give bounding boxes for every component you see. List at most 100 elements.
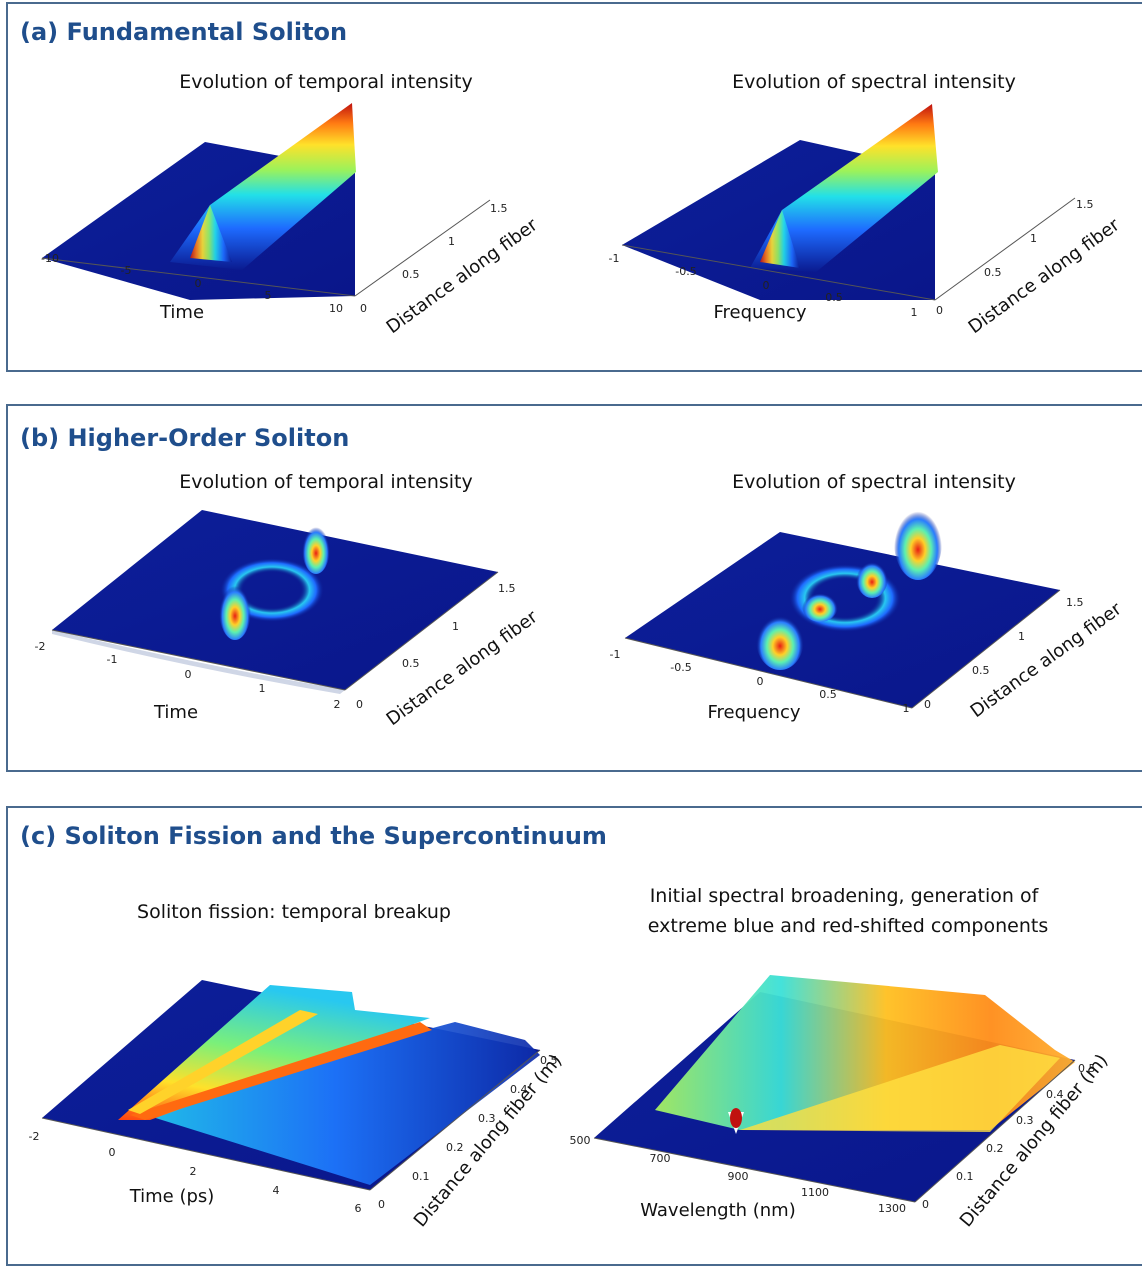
plot-title-line2: extreme blue and red-shifted components [648, 915, 1048, 937]
x-axis [41, 257, 356, 297]
ridge-side [190, 205, 232, 262]
plot-title: Evolution of temporal intensity [179, 71, 472, 93]
x-axis [621, 244, 936, 301]
x-tick: 700 [650, 1152, 671, 1165]
z-tick: 1 [448, 235, 455, 248]
x-axis-label: Frequency [714, 302, 807, 323]
x-tick: -5 [121, 264, 132, 277]
x-tick: 2 [334, 698, 341, 711]
z-tick: 0 [924, 698, 931, 711]
x-axis-label: Time [153, 702, 198, 723]
z-tick: 0.5 [1078, 1062, 1096, 1075]
x-tick: 1 [259, 682, 266, 695]
panel-c-heading: (c) Soliton Fission and the Supercontinu… [20, 822, 607, 850]
z-tick: 1.5 [490, 202, 508, 215]
plot-a-temporal: Evolution of temporal intensity -10 -5 0… [41, 71, 542, 338]
plot-title: Initial spectral broadening, generation … [650, 885, 1040, 907]
x-tick: 0 [763, 279, 770, 292]
peak [756, 610, 804, 670]
plot-title: Evolution of temporal intensity [179, 471, 472, 493]
x-tick: 2 [190, 1165, 197, 1178]
plot-b-spectral: Evolution of spectral intensity -1 -0.5 … [610, 471, 1127, 723]
x-tick: 1 [911, 306, 918, 319]
x-tick: 900 [728, 1170, 749, 1183]
soliton-ridge [750, 104, 938, 272]
z-tick: 0.5 [402, 268, 420, 281]
x-tick: 0.5 [819, 688, 837, 701]
z-tick: 0.4 [510, 1083, 528, 1096]
x-tick: -0.5 [675, 265, 696, 278]
x-tick: -1 [107, 653, 118, 666]
z-tick: 0.3 [1016, 1114, 1034, 1127]
x-tick: -1 [610, 648, 621, 661]
surface-underside [52, 630, 345, 694]
z-tick: 0 [356, 698, 363, 711]
z-axis [344, 571, 499, 691]
z-tick: 1 [1018, 630, 1025, 643]
plot-title: Evolution of spectral intensity [732, 71, 1016, 93]
z-tick: 0 [378, 1198, 385, 1211]
z-tick: 0.5 [540, 1054, 558, 1067]
x-axis-label: Wavelength (nm) [640, 1200, 796, 1221]
z-axis [914, 1059, 1076, 1203]
z-tick: 1 [1030, 232, 1037, 245]
supercontinuum-edge [740, 1045, 1060, 1132]
x-axis [51, 629, 346, 691]
x-axis [41, 1117, 371, 1191]
plot-title: Evolution of spectral intensity [732, 471, 1016, 493]
x-tick: 4 [273, 1184, 280, 1197]
peak [856, 558, 888, 598]
x-axis-label: Time [159, 302, 204, 323]
x-tick: 0 [109, 1146, 116, 1159]
pump-peak [730, 1108, 742, 1128]
peak [802, 590, 838, 622]
x-tick: 10 [329, 302, 343, 315]
fission-red-band [130, 1022, 432, 1120]
x-axis-label: Time (ps) [129, 1186, 215, 1207]
fission-blue-sheet [130, 1022, 540, 1185]
x-axis [593, 1137, 916, 1203]
x-tick: 1 [903, 702, 910, 715]
peak [302, 522, 330, 574]
z-axis [934, 197, 1076, 301]
x-tick: 0 [757, 675, 764, 688]
peak [894, 504, 942, 580]
panel-a-heading: (a) Fundamental Soliton [20, 18, 348, 46]
x-tick: 0.5 [825, 291, 843, 304]
z-axis [354, 199, 491, 297]
z-tick: 1.5 [498, 582, 516, 595]
plot-b-temporal: Evolution of temporal intensity -2 -1 0 … [35, 471, 543, 730]
z-tick: 0.5 [972, 664, 990, 677]
peak [219, 580, 251, 640]
x-tick: 500 [570, 1134, 591, 1147]
x-tick: 1300 [878, 1202, 906, 1215]
x-tick: -10 [41, 252, 59, 265]
x-axis [624, 637, 913, 709]
z-tick: 1.5 [1066, 596, 1084, 609]
z-tick: 0.5 [984, 266, 1002, 279]
plot-c-temporal: Soliton fission: temporal breakup -2 0 2… [29, 901, 567, 1231]
ridge-side [760, 210, 800, 268]
fission-yellow-band [128, 1010, 318, 1114]
z-tick: 0.4 [1046, 1088, 1064, 1101]
x-tick: -0.5 [670, 661, 691, 674]
x-axis-label: Frequency [708, 702, 801, 723]
z-tick: 0.1 [956, 1170, 974, 1183]
x-tick: -2 [35, 640, 46, 653]
z-tick: 1.5 [1076, 198, 1094, 211]
z-tick: 0.2 [986, 1142, 1004, 1155]
z-tick: 0.2 [446, 1141, 464, 1154]
x-tick: 1100 [801, 1186, 829, 1199]
z-tick: 0.3 [478, 1112, 496, 1125]
z-axis [911, 589, 1061, 709]
z-tick: 1 [452, 620, 459, 633]
plot-a-spectral: Evolution of spectral intensity -1 -0.5 … [609, 71, 1125, 338]
z-tick: 0 [922, 1198, 929, 1211]
z-tick: 0 [360, 302, 367, 315]
z-axis [369, 1049, 541, 1191]
fission-fan [118, 985, 430, 1120]
panel-b-heading: (b) Higher-Order Soliton [20, 424, 350, 452]
z-tick: 0 [936, 304, 943, 317]
z-tick: 0.1 [412, 1170, 430, 1183]
